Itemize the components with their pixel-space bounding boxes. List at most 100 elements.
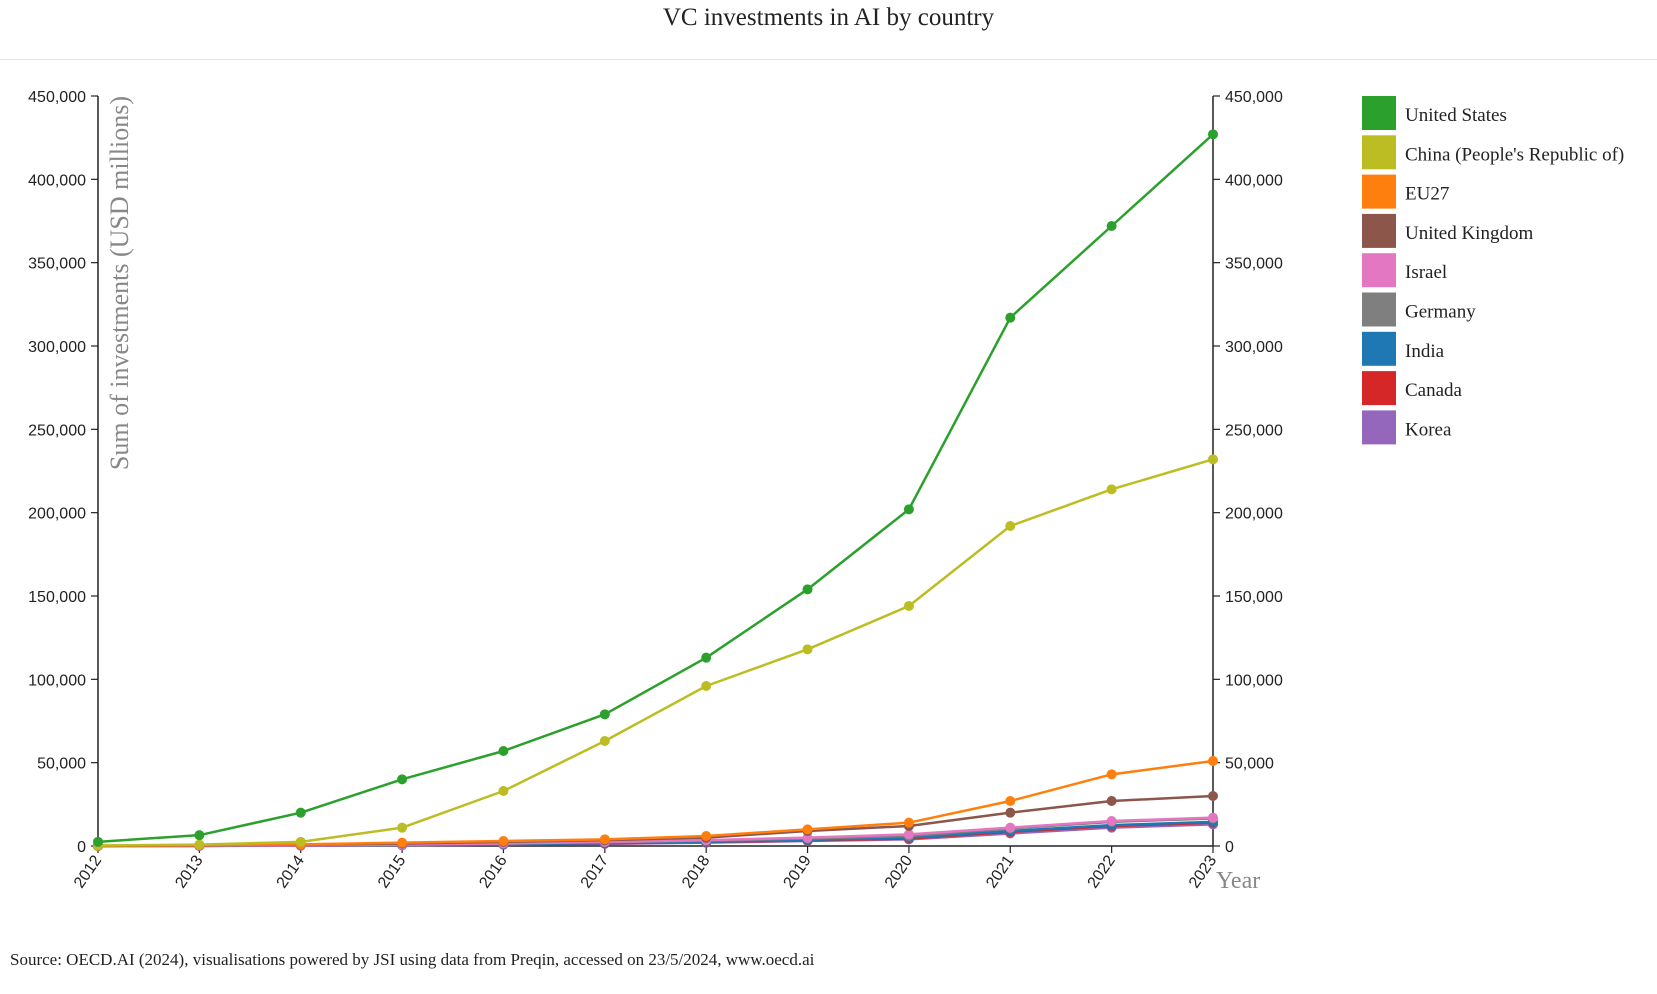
x-tick-label: 2013 [172,852,206,891]
legend-swatch [1362,331,1396,366]
data-point[interactable] [93,836,103,847]
series-line [97,133,1214,844]
data-point[interactable] [1106,816,1117,826]
legend-label: Canada [1405,380,1463,401]
data-point[interactable] [802,824,813,835]
y-tick-label-left: 350,000 [28,256,86,273]
x-axis-title: Year [1216,868,1260,894]
x-tick-label: 2022 [1085,852,1119,891]
y-tick-label-right: 50,000 [1225,756,1274,773]
y-tick-label-left: 100,000 [28,672,86,689]
legend-item[interactable]: Israel [1362,253,1447,288]
y-axis-title: Sum of investments (USD millions) [105,96,134,470]
y-tick-label-left: 400,000 [28,172,86,189]
y-tick-label-right: 200,000 [1225,506,1283,523]
data-point[interactable] [599,709,610,720]
y-tick-label-left: 150,000 [28,589,86,606]
legend-item[interactable]: India [1362,331,1445,366]
legend-item[interactable]: United States [1362,96,1507,130]
chart-axes: 0 0 50,000 50,000 100,000 100,000 150,000 150,0… [28,89,1283,891]
data-point[interactable] [802,584,813,595]
x-tick-label: 2012 [71,852,105,891]
data-point[interactable] [1106,796,1117,806]
y-tick-label-right: 350,000 [1225,256,1283,273]
legend-swatch [1362,135,1396,170]
legend-item[interactable]: Korea [1362,410,1452,445]
y-tick-label-right: 100,000 [1225,672,1283,689]
x-tick-label: 2019 [780,852,814,891]
x-tick-label: 2015 [375,852,409,891]
x-tick-label: 2018 [679,852,713,891]
data-point[interactable] [701,652,712,663]
data-point[interactable] [903,829,914,840]
y-tick-label-right: 150,000 [1225,589,1283,606]
y-tick-label-right: 300,000 [1225,339,1283,356]
y-tick-label-right: 450,000 [1225,89,1283,106]
data-point[interactable] [1106,484,1117,495]
data-point[interactable] [295,807,306,818]
data-point[interactable] [194,830,205,841]
data-point[interactable] [1208,812,1218,823]
data-point[interactable] [498,836,509,846]
legend-item[interactable]: Canada [1362,371,1463,406]
y-tick-label-left: 200,000 [28,506,86,523]
data-point[interactable] [1208,129,1218,140]
legend-item[interactable]: United Kingdom [1362,213,1533,248]
legend-label: United Kingdom [1405,223,1533,244]
data-point[interactable] [295,836,306,847]
y-tick-label-left: 250,000 [28,422,86,439]
data-point[interactable] [498,786,509,796]
legend-label: China (People's Republic of) [1405,144,1624,165]
data-point[interactable] [701,681,712,691]
legend-swatch [1362,292,1396,327]
legend-label: EU27 [1405,184,1449,205]
x-tick-label: 2016 [476,852,510,891]
data-point[interactable] [1208,756,1218,766]
data-point[interactable] [1106,221,1117,231]
data-point[interactable] [903,817,914,828]
data-point[interactable] [1208,454,1218,465]
x-tick-label: 2014 [274,852,308,891]
data-point[interactable] [802,644,813,655]
legend-swatch [1362,410,1396,445]
data-point[interactable] [1106,769,1117,780]
legend-swatch [1362,253,1396,288]
legend-item[interactable]: Germany [1362,292,1476,327]
series-line [97,458,1214,847]
legend-item[interactable]: China (People's Republic of) [1362,135,1624,170]
x-tick-label: 2017 [578,852,612,891]
y-tick-label-left: 300,000 [28,339,86,356]
legend-item[interactable]: EU27 [1362,174,1449,209]
legend-label: United States [1405,105,1507,126]
data-point[interactable] [903,601,914,611]
series-line [97,759,1214,847]
data-point[interactable] [397,774,408,785]
data-point[interactable] [397,837,408,848]
data-point[interactable] [903,504,914,515]
data-point[interactable] [701,831,712,841]
data-point[interactable] [1005,807,1016,818]
data-point[interactable] [1005,312,1016,323]
data-point[interactable] [599,834,610,845]
data-point[interactable] [498,746,509,756]
y-tick-label-left: 450,000 [28,89,86,106]
data-point[interactable] [1005,822,1016,833]
data-point[interactable] [1005,796,1016,806]
x-tick-label: 2020 [882,852,916,891]
data-point[interactable] [194,839,205,850]
chart-series [93,129,1218,851]
x-tick-label: 2021 [983,852,1017,891]
data-point[interactable] [1005,521,1016,531]
legend-swatch [1362,371,1396,406]
legend-label: Korea [1405,419,1452,440]
y-tick-label-right: 400,000 [1225,172,1283,189]
data-point[interactable] [397,822,408,833]
series [93,129,1218,847]
data-point[interactable] [1208,791,1218,801]
chart-title: VC investments in AI by country [0,0,1657,60]
chart-legend: United States China (People's Republic of… [1362,96,1624,445]
series [93,454,1218,851]
data-point[interactable] [599,736,610,746]
legend-swatch [1362,213,1396,248]
source-note: Source: OECD.AI (2024), visualisations p… [10,950,815,969]
